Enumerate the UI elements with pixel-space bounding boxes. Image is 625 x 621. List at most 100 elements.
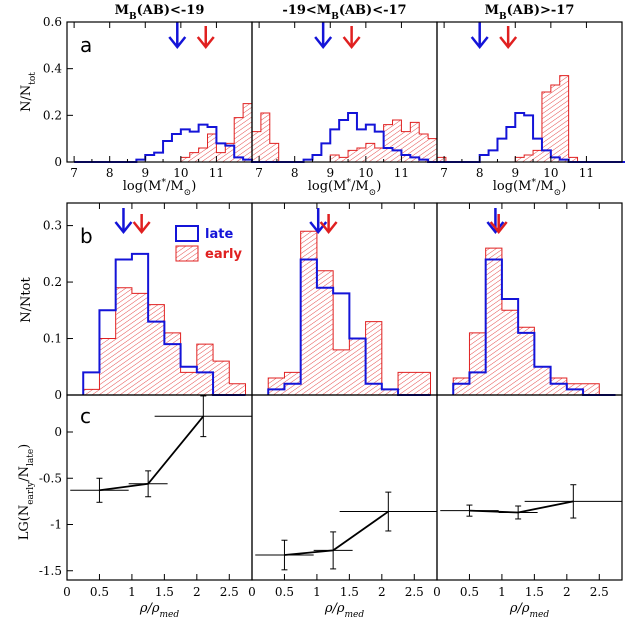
x-tick-label: 11 xyxy=(209,166,224,180)
y-tick-label: 0.1 xyxy=(43,332,62,346)
legend-early-swatch xyxy=(175,245,199,262)
panel-b-2 xyxy=(251,203,432,396)
x-tick-label: 2 xyxy=(378,585,386,599)
y-tick-label: -1.5 xyxy=(39,564,62,578)
legend-late-swatch xyxy=(175,225,199,242)
panel-letter-a: a xyxy=(80,33,92,57)
y-axis-label-b: N/Ntot xyxy=(19,277,34,323)
y-tick-label: 0.2 xyxy=(43,108,62,122)
x-tick-label: 10 xyxy=(543,166,558,180)
data-point xyxy=(255,539,314,571)
x-tick-label: 7 xyxy=(70,166,78,180)
late-mean-arrow-head xyxy=(470,36,489,50)
data-point xyxy=(440,504,499,517)
x-axis-label-a: log(M*/M⊙) xyxy=(308,178,382,198)
x-tick-label: 1 xyxy=(313,585,321,599)
x-tick-label: 8 xyxy=(291,166,299,180)
early-histogram xyxy=(452,247,616,396)
x-tick-label: 2.5 xyxy=(220,585,239,599)
panel-letter-c: c xyxy=(80,404,91,428)
y-tick-label: -0.5 xyxy=(39,471,62,485)
legend xyxy=(175,225,199,262)
x-tick-label: 9 xyxy=(326,166,334,180)
panel-c-1 xyxy=(66,395,252,580)
x-tick-label: 10 xyxy=(173,166,188,180)
x-tick-label: 7 xyxy=(255,166,263,180)
column-title-3: MB(AB)>-17 xyxy=(485,3,575,22)
panel-a-3 xyxy=(443,22,625,163)
x-tick-label: 7 xyxy=(440,166,448,180)
early-mean-arrow-head xyxy=(196,36,215,50)
late-mean-arrow-head xyxy=(114,221,133,235)
x-tick-label: 2.5 xyxy=(405,585,424,599)
data-point xyxy=(70,477,129,503)
panel-c-3 xyxy=(436,484,622,580)
panel-c-frame xyxy=(66,394,253,581)
x-tick-label: 0.5 xyxy=(90,585,109,599)
y-axis-label-a: N/Ntot xyxy=(19,72,38,112)
x-tick-label: 0.5 xyxy=(275,585,294,599)
x-tick-label: 9 xyxy=(511,166,519,180)
x-tick-label: 10 xyxy=(358,166,373,180)
early-mean-arrow xyxy=(489,214,508,235)
late-histogram xyxy=(259,112,473,163)
early-mean-arrow xyxy=(499,26,518,50)
late-mean-arrow-head xyxy=(168,36,187,50)
x-tick-label: 2.5 xyxy=(590,585,609,599)
late-mean-arrow xyxy=(309,208,328,235)
late-histogram xyxy=(267,258,431,396)
column-title-2: -19<MB(AB)<-17 xyxy=(282,3,406,22)
x-tick-label: 2 xyxy=(193,585,201,599)
data-point xyxy=(498,505,538,520)
late-mean-arrow xyxy=(114,208,133,235)
panel-b-1 xyxy=(66,203,247,396)
early-mean-arrow-head xyxy=(319,221,338,235)
data-point xyxy=(313,531,353,570)
y-tick-label: 0 xyxy=(54,388,62,402)
late-mean-arrow xyxy=(314,22,333,50)
x-tick-label: 1.5 xyxy=(525,585,544,599)
early-mean-arrow-head xyxy=(342,36,361,50)
panel-b-3 xyxy=(436,203,616,396)
data-point xyxy=(154,395,252,438)
x-tick-label: 9 xyxy=(141,166,149,180)
ratio-line xyxy=(99,415,205,492)
panel-c-frame xyxy=(251,394,438,581)
x-tick-label: 8 xyxy=(476,166,484,180)
x-axis-label-a: log(M*/M⊙) xyxy=(123,178,197,198)
panel-c-2 xyxy=(251,491,437,580)
legend-late-label: late xyxy=(205,227,233,242)
panel-a-frame xyxy=(66,21,253,163)
x-tick-label: 1 xyxy=(498,585,506,599)
early-mean-arrow xyxy=(196,26,215,50)
x-axis-label-a: log(M*/M⊙) xyxy=(493,178,567,198)
early-histogram xyxy=(267,230,432,395)
x-tick-label: 0.5 xyxy=(460,585,479,599)
x-tick-label: 0 xyxy=(63,585,71,599)
y-tick-label: 0.2 xyxy=(43,275,62,289)
x-tick-label: 1.5 xyxy=(340,585,359,599)
early-mean-arrow-head xyxy=(489,221,508,235)
x-tick-label: 11 xyxy=(394,166,409,180)
x-tick-label: 11 xyxy=(579,166,594,180)
early-mean-arrow xyxy=(319,214,338,235)
x-axis-label-c: ρ/ρmed xyxy=(324,601,365,620)
panel-a-frame xyxy=(436,21,623,163)
early-mean-arrow-head xyxy=(132,221,151,235)
late-histogram xyxy=(82,252,246,396)
x-tick-label: 1.5 xyxy=(155,585,174,599)
ratio-line xyxy=(284,510,389,556)
x-tick-label: 1 xyxy=(128,585,136,599)
late-mean-arrow xyxy=(168,22,187,50)
late-mean-arrow-head xyxy=(314,36,333,50)
y-tick-label: 0.3 xyxy=(43,219,62,233)
early-histogram xyxy=(444,75,625,163)
x-tick-label: 8 xyxy=(106,166,114,180)
late-mean-arrow-head xyxy=(486,221,505,235)
x-axis-label-c: ρ/ρmed xyxy=(509,601,550,620)
panel-a-2 xyxy=(258,22,473,163)
x-tick-label: 0 xyxy=(433,585,441,599)
x-tick-label: 2 xyxy=(563,585,571,599)
y-tick-label: -1 xyxy=(50,518,62,532)
early-mean-arrow-head xyxy=(499,36,518,50)
